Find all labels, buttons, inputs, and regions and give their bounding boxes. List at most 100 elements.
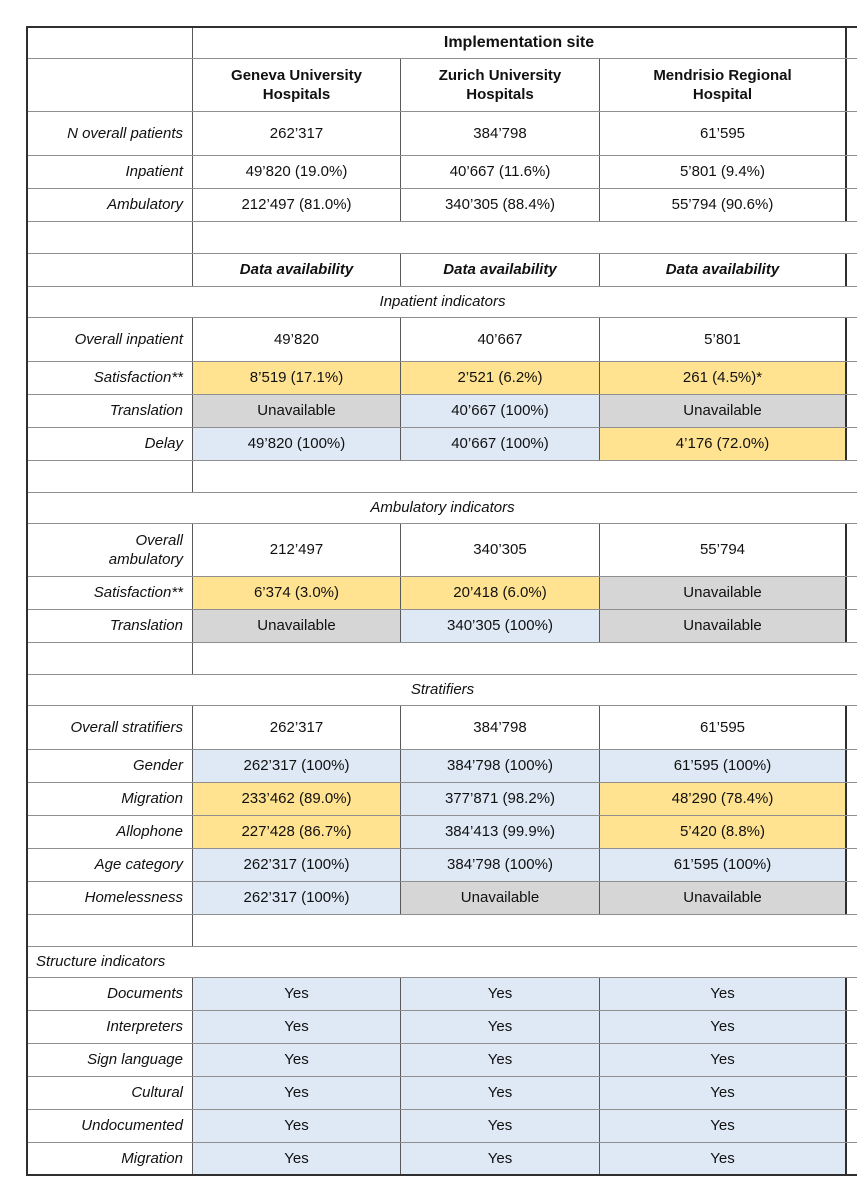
value-cell: 227’428 (86.7%) [192,816,400,848]
separator-row [28,222,857,254]
table-row-allophone: Allophone 227’428 (86.7%) 384’413 (99.9%) 5… [28,816,857,849]
table-row-homelessness: Homelessness 262’317 (100%) Unavailable Una… [28,882,857,915]
separator-cell [192,461,857,492]
row-label [28,254,192,286]
row-label [28,461,192,492]
table-row-gender: Gender 262’317 (100%) 384’798 (100%) 61’595… [28,750,857,783]
value-cell: 2’521 (6.2%) [400,362,599,394]
value-cell: 340’305 (100%) [400,610,599,642]
section-title: Stratifiers [410,681,475,699]
value-cell: 48’290 (78.4%) [599,783,847,815]
site-header-cell: Mendrisio Regional Hospital [599,59,847,111]
table-row-overall-inpatient: Overall inpatient 49’820 40’667 5’801 [28,318,857,362]
table-row-documents: Documents Yes Yes Yes [28,978,857,1011]
site-header-cell: Zurich University Hospitals [400,59,599,111]
section-title: Ambulatory indicators [370,499,515,517]
row-label [28,222,192,253]
row-label: Inpatient [125,163,183,181]
table-row-undocumented: Undocumented Yes Yes Yes [28,1110,857,1143]
row-label [28,915,192,946]
value-cell: 384’798 [400,112,599,155]
value-cell: 4’176 (72.0%) [599,428,847,460]
value-cell: 49’820 (19.0%) [192,156,400,188]
value-cell: 212’497 (81.0%) [192,189,400,221]
value-cell: 340’305 (88.4%) [400,189,599,221]
value-cell: Data availability [192,254,400,286]
table-row-overall-stratifiers: Overall stratifiers 262’317 384’798 61’595 [28,706,857,750]
value-cell: Data availability [400,254,599,286]
row-label: Ambulatory [107,196,183,214]
row-label: Documents [107,985,183,1003]
value-cell: 262’317 [192,112,400,155]
implementation-site-table: Implementation site Geneva University Hos… [26,26,857,1176]
table-row-blank: Data availability Data availability Data a… [28,254,857,287]
row-label: Cultural [131,1084,183,1102]
value-cell: 384’413 (99.9%) [400,816,599,848]
value-cell: Unavailable [192,610,400,642]
value-cell: Yes [599,1044,847,1076]
table-row-satisfaction: Satisfaction** 8’519 (17.1%) 2’521 (6.2%) 2… [28,362,857,395]
table-group-header: Implementation site [192,28,847,58]
value-cell: 40’667 (100%) [400,428,599,460]
table-row-translation: Translation Unavailable 40’667 (100%) Unava… [28,395,857,428]
value-cell: Yes [400,978,599,1010]
table-row-inpatient: Inpatient 49’820 (19.0%) 40’667 (11.6%) 5’8… [28,156,857,189]
value-cell: Data availability [599,254,847,286]
row-label: Homelessness [84,889,183,907]
separator-cell [192,915,857,946]
value-cell: Yes [400,1077,599,1109]
value-cell: 40’667 [400,318,599,361]
value-cell: 55’794 [599,524,847,576]
value-cell: 262’317 (100%) [192,882,400,914]
table-row-age-category: Age category 262’317 (100%) 384’798 (100%)… [28,849,857,882]
table-row-satisfaction: Satisfaction** 6’374 (3.0%) 20’418 (6.0%) U… [28,577,857,610]
value-cell: Yes [400,1044,599,1076]
value-cell: Yes [192,1011,400,1043]
value-cell: Unavailable [400,882,599,914]
value-cell: Yes [599,1011,847,1043]
section-title: Inpatient indicators [379,293,506,311]
value-cell: Yes [599,1143,847,1174]
separator-row [28,915,857,947]
value-cell: 340’305 [400,524,599,576]
row-label: Translation [109,402,183,420]
row-label: Migration [121,1149,183,1167]
value-cell: 5’801 [599,318,847,361]
value-cell: Unavailable [599,395,847,427]
value-cell: Yes [400,1011,599,1043]
value-cell: Unavailable [599,610,847,642]
row-label: Interpreters [106,1018,183,1036]
value-cell: 61’595 [599,706,847,749]
value-cell: 384’798 [400,706,599,749]
table-row-migration: Migration 233’462 (89.0%) 377’871 (98.2%) 4… [28,783,857,816]
value-cell: 40’667 (11.6%) [400,156,599,188]
table-row-blank: Geneva University Hospitals Zurich Univer… [28,59,857,112]
separator-row [28,643,857,675]
value-cell: Yes [599,1077,847,1109]
section-row-ambulatory-indicators: Ambulatory indicators [28,493,857,524]
value-cell: Yes [192,1143,400,1174]
value-cell: 5’801 (9.4%) [599,156,847,188]
row-label: Gender [132,757,183,775]
table-row-delay: Delay 49’820 (100%) 40’667 (100%) 4’176 (72… [28,428,857,461]
value-cell: Yes [400,1143,599,1174]
value-cell: 49’820 (100%) [192,428,400,460]
section-row-stratifiers: Stratifiers [28,675,857,706]
row-label: Overall stratifiers [70,718,183,736]
value-cell: Yes [192,1077,400,1109]
value-cell: 55’794 (90.6%) [599,189,847,221]
row-label: Sign language [87,1051,183,1069]
row-label: Satisfaction** [93,369,183,387]
row-label: Delay [144,435,183,453]
row-label [28,28,192,58]
section-title: Structure indicators [36,953,166,971]
value-cell: 8’519 (17.1%) [192,362,400,394]
row-label: Overall ambulatory [108,531,183,568]
value-cell: 61’595 (100%) [599,849,847,881]
value-cell: Yes [400,1110,599,1142]
table-row-interpreters: Interpreters Yes Yes Yes [28,1011,857,1044]
value-cell: 261 (4.5%)* [599,362,847,394]
value-cell: 61’595 (100%) [599,750,847,782]
row-label [28,59,192,111]
